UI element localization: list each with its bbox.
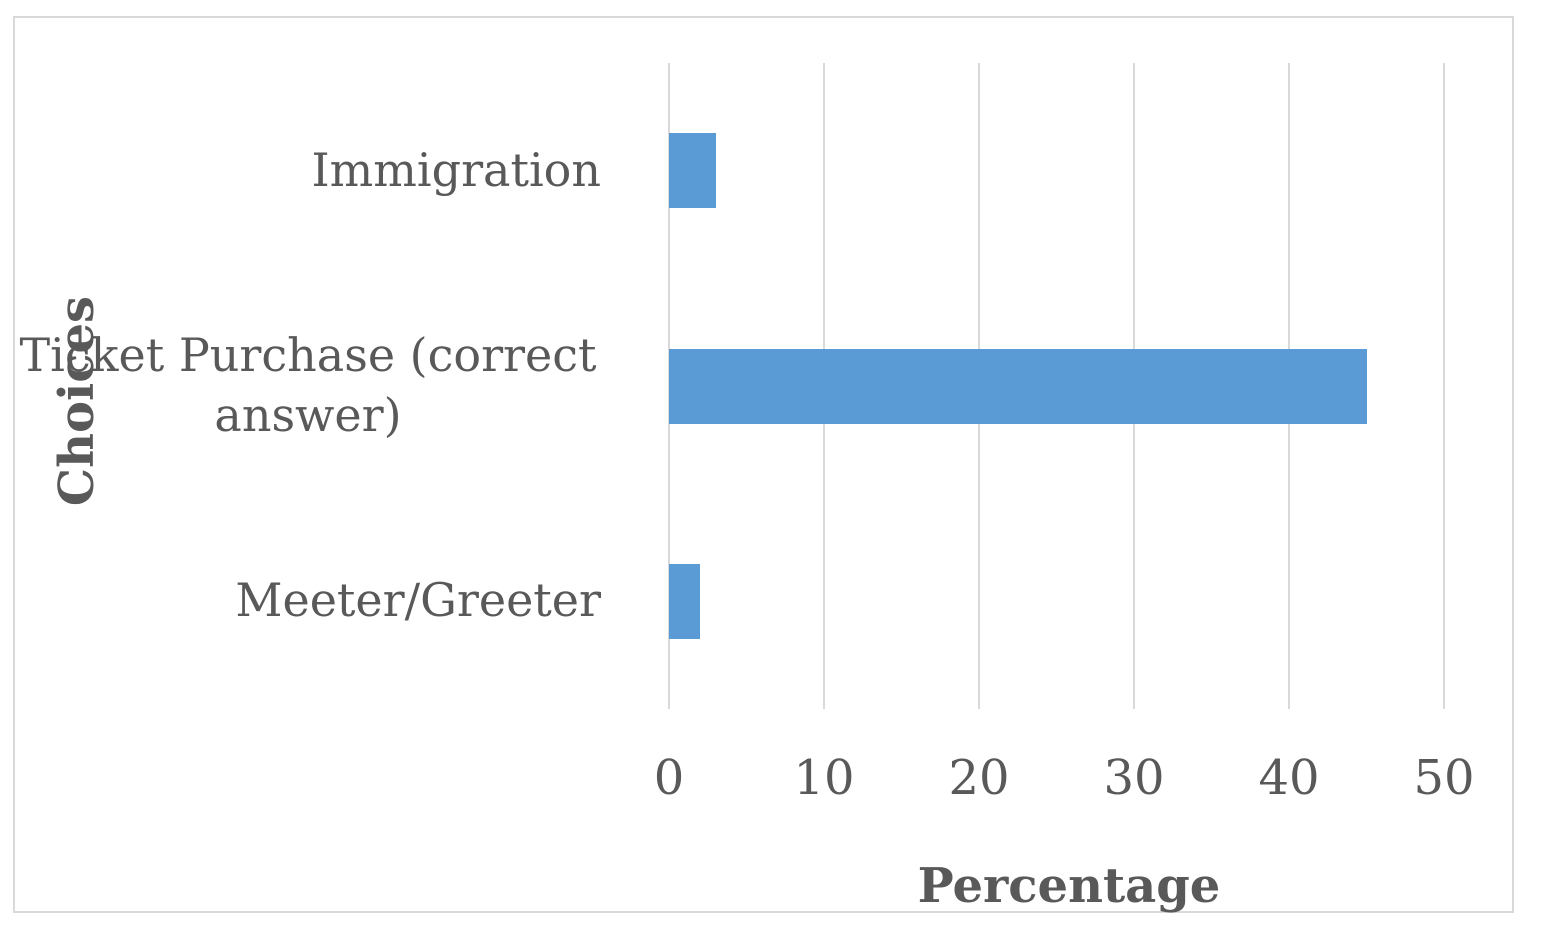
category-label: Meeter/Greeter [235,573,601,628]
bar [669,348,1367,424]
plot-area [668,63,1445,709]
x-axis-title: Percentage [917,858,1221,914]
x-tick-label: 10 [793,750,855,806]
x-tick-label: 0 [653,750,685,806]
category-label: Immigration [311,142,602,197]
x-tick-label: 30 [1103,750,1165,806]
bar [669,563,700,639]
x-tick-label: 40 [1258,750,1320,806]
gridline [1443,63,1445,709]
bar [669,133,716,209]
category-label: Ticket Purchase (correct answer) [19,328,597,442]
x-tick-label: 20 [948,750,1010,806]
x-tick-label: 50 [1413,750,1475,806]
chart-frame: Choices Immigration Ticket Purchase (corr… [13,16,1514,914]
